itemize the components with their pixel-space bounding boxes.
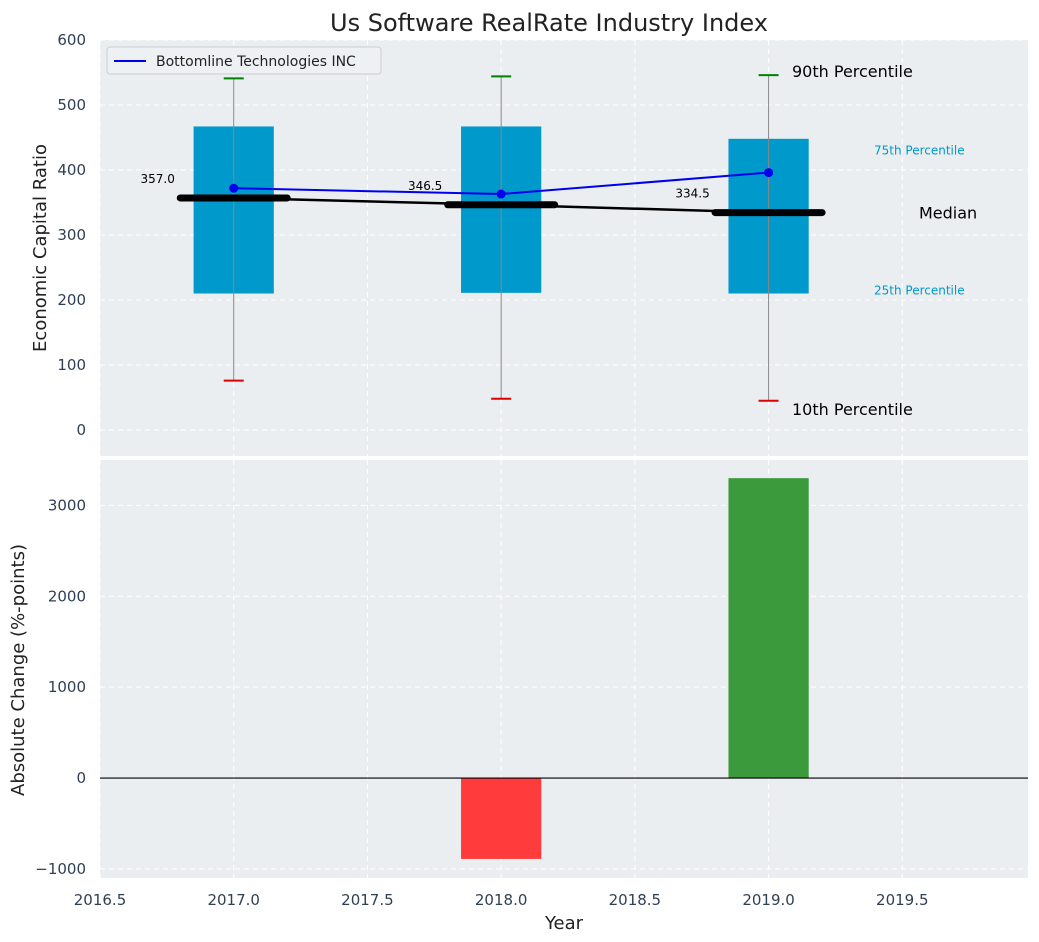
y-tick-label: 200	[57, 291, 86, 309]
legend-box	[106, 46, 382, 75]
y-tick-label: 0	[76, 769, 86, 787]
x-tick-label: 2017.5	[341, 891, 394, 909]
bar-negative	[461, 778, 542, 859]
top-panel: 0 100 200 300 400 500 600 357.0 346.5 334.5 90th P…	[30, 31, 1028, 456]
x-tick-label: 2019.5	[876, 891, 929, 909]
annotation-median: Median	[919, 204, 977, 223]
company-point	[764, 168, 774, 178]
annotation-p25: 25th Percentile	[874, 283, 965, 297]
y-tick-label: 100	[57, 356, 86, 374]
y-tick-label: 500	[57, 96, 86, 114]
y-tick-label: −1000	[35, 860, 86, 878]
legend-label: Bottomline Technologies INC	[156, 54, 356, 70]
bar-positive	[728, 478, 809, 779]
bottom-panel-background	[100, 460, 1028, 878]
bottom-panel: −1000 0 1000 2000 3000 2016.5 2017.0 2017.5 2018…	[8, 460, 1028, 934]
x-tick-label: 2016.5	[74, 891, 127, 909]
legend: Bottomline Technologies INC	[106, 46, 382, 75]
x-tick-label: 2019.0	[742, 891, 795, 909]
company-point	[496, 189, 506, 199]
x-axis-label: Year	[544, 913, 584, 934]
y-axis-label: Economic Capital Ratio	[30, 144, 51, 352]
median-value-label: 357.0	[141, 172, 175, 186]
chart-title: Us Software RealRate Industry Index	[330, 9, 768, 37]
y-tick-label: 1000	[48, 678, 86, 696]
y-tick-label: 400	[57, 161, 86, 179]
median-value-label: 334.5	[675, 187, 709, 201]
company-point	[229, 183, 239, 193]
y-tick-label: 0	[76, 421, 86, 439]
y-axis-label: Absolute Change (%-points)	[8, 544, 29, 796]
annotation-p10: 10th Percentile	[792, 400, 913, 419]
annotation-p75: 75th Percentile	[874, 144, 965, 158]
y-tick-label: 300	[57, 226, 86, 244]
y-tick-label: 600	[57, 31, 86, 49]
y-tick-label: 2000	[48, 587, 86, 605]
x-tick-label: 2017.0	[207, 891, 260, 909]
annotation-p90: 90th Percentile	[792, 62, 913, 81]
x-tick-label: 2018.5	[609, 891, 662, 909]
x-tick-label: 2018.0	[475, 891, 528, 909]
y-tick-label: 3000	[48, 496, 86, 514]
median-value-label: 346.5	[408, 179, 442, 193]
